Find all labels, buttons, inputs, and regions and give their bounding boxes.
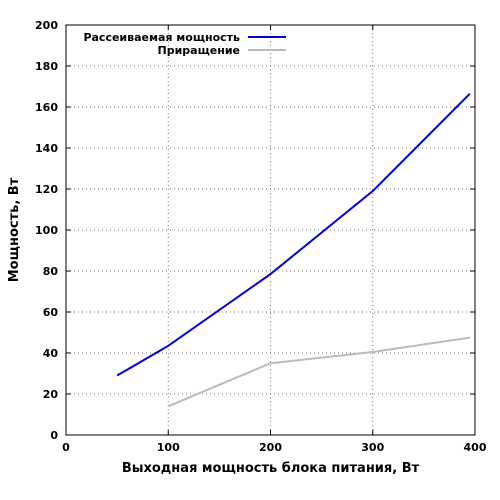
y-axis-title: Мощность, Вт: [7, 177, 22, 282]
x-tick-label: 300: [361, 441, 384, 454]
y-tick-label: 160: [35, 101, 58, 114]
y-tick-label: 40: [43, 347, 59, 360]
x-tick-label: 400: [464, 441, 487, 454]
y-tick-label: 0: [50, 429, 58, 442]
series-line-1: [116, 92, 471, 377]
x-tick-label: 0: [62, 441, 70, 454]
y-tick-label: 20: [43, 388, 59, 401]
x-tick-label: 200: [259, 441, 282, 454]
legend-label-2: Приращение: [158, 44, 240, 57]
y-tick-label: 200: [35, 19, 58, 32]
series-line-2: [167, 336, 471, 408]
x-axis-title: Выходная мощность блока питания, Вт: [122, 461, 420, 476]
x-tick-label: 100: [157, 441, 180, 454]
y-tick-label: 180: [35, 60, 58, 73]
grid: [66, 25, 475, 435]
y-tick-label: 120: [35, 183, 58, 196]
axis-ticks: 0 100 200 300 400 0 20 40 60 80 100 120 140 160 180 200: [35, 19, 487, 454]
y-tick-label: 80: [43, 265, 59, 278]
y-tick-label: 60: [43, 306, 59, 319]
y-tick-label: 100: [35, 224, 58, 237]
series-layer: [116, 92, 471, 408]
legend-label-1: Рассеиваемая мощность: [83, 31, 240, 44]
y-tick-label: 140: [35, 142, 58, 155]
